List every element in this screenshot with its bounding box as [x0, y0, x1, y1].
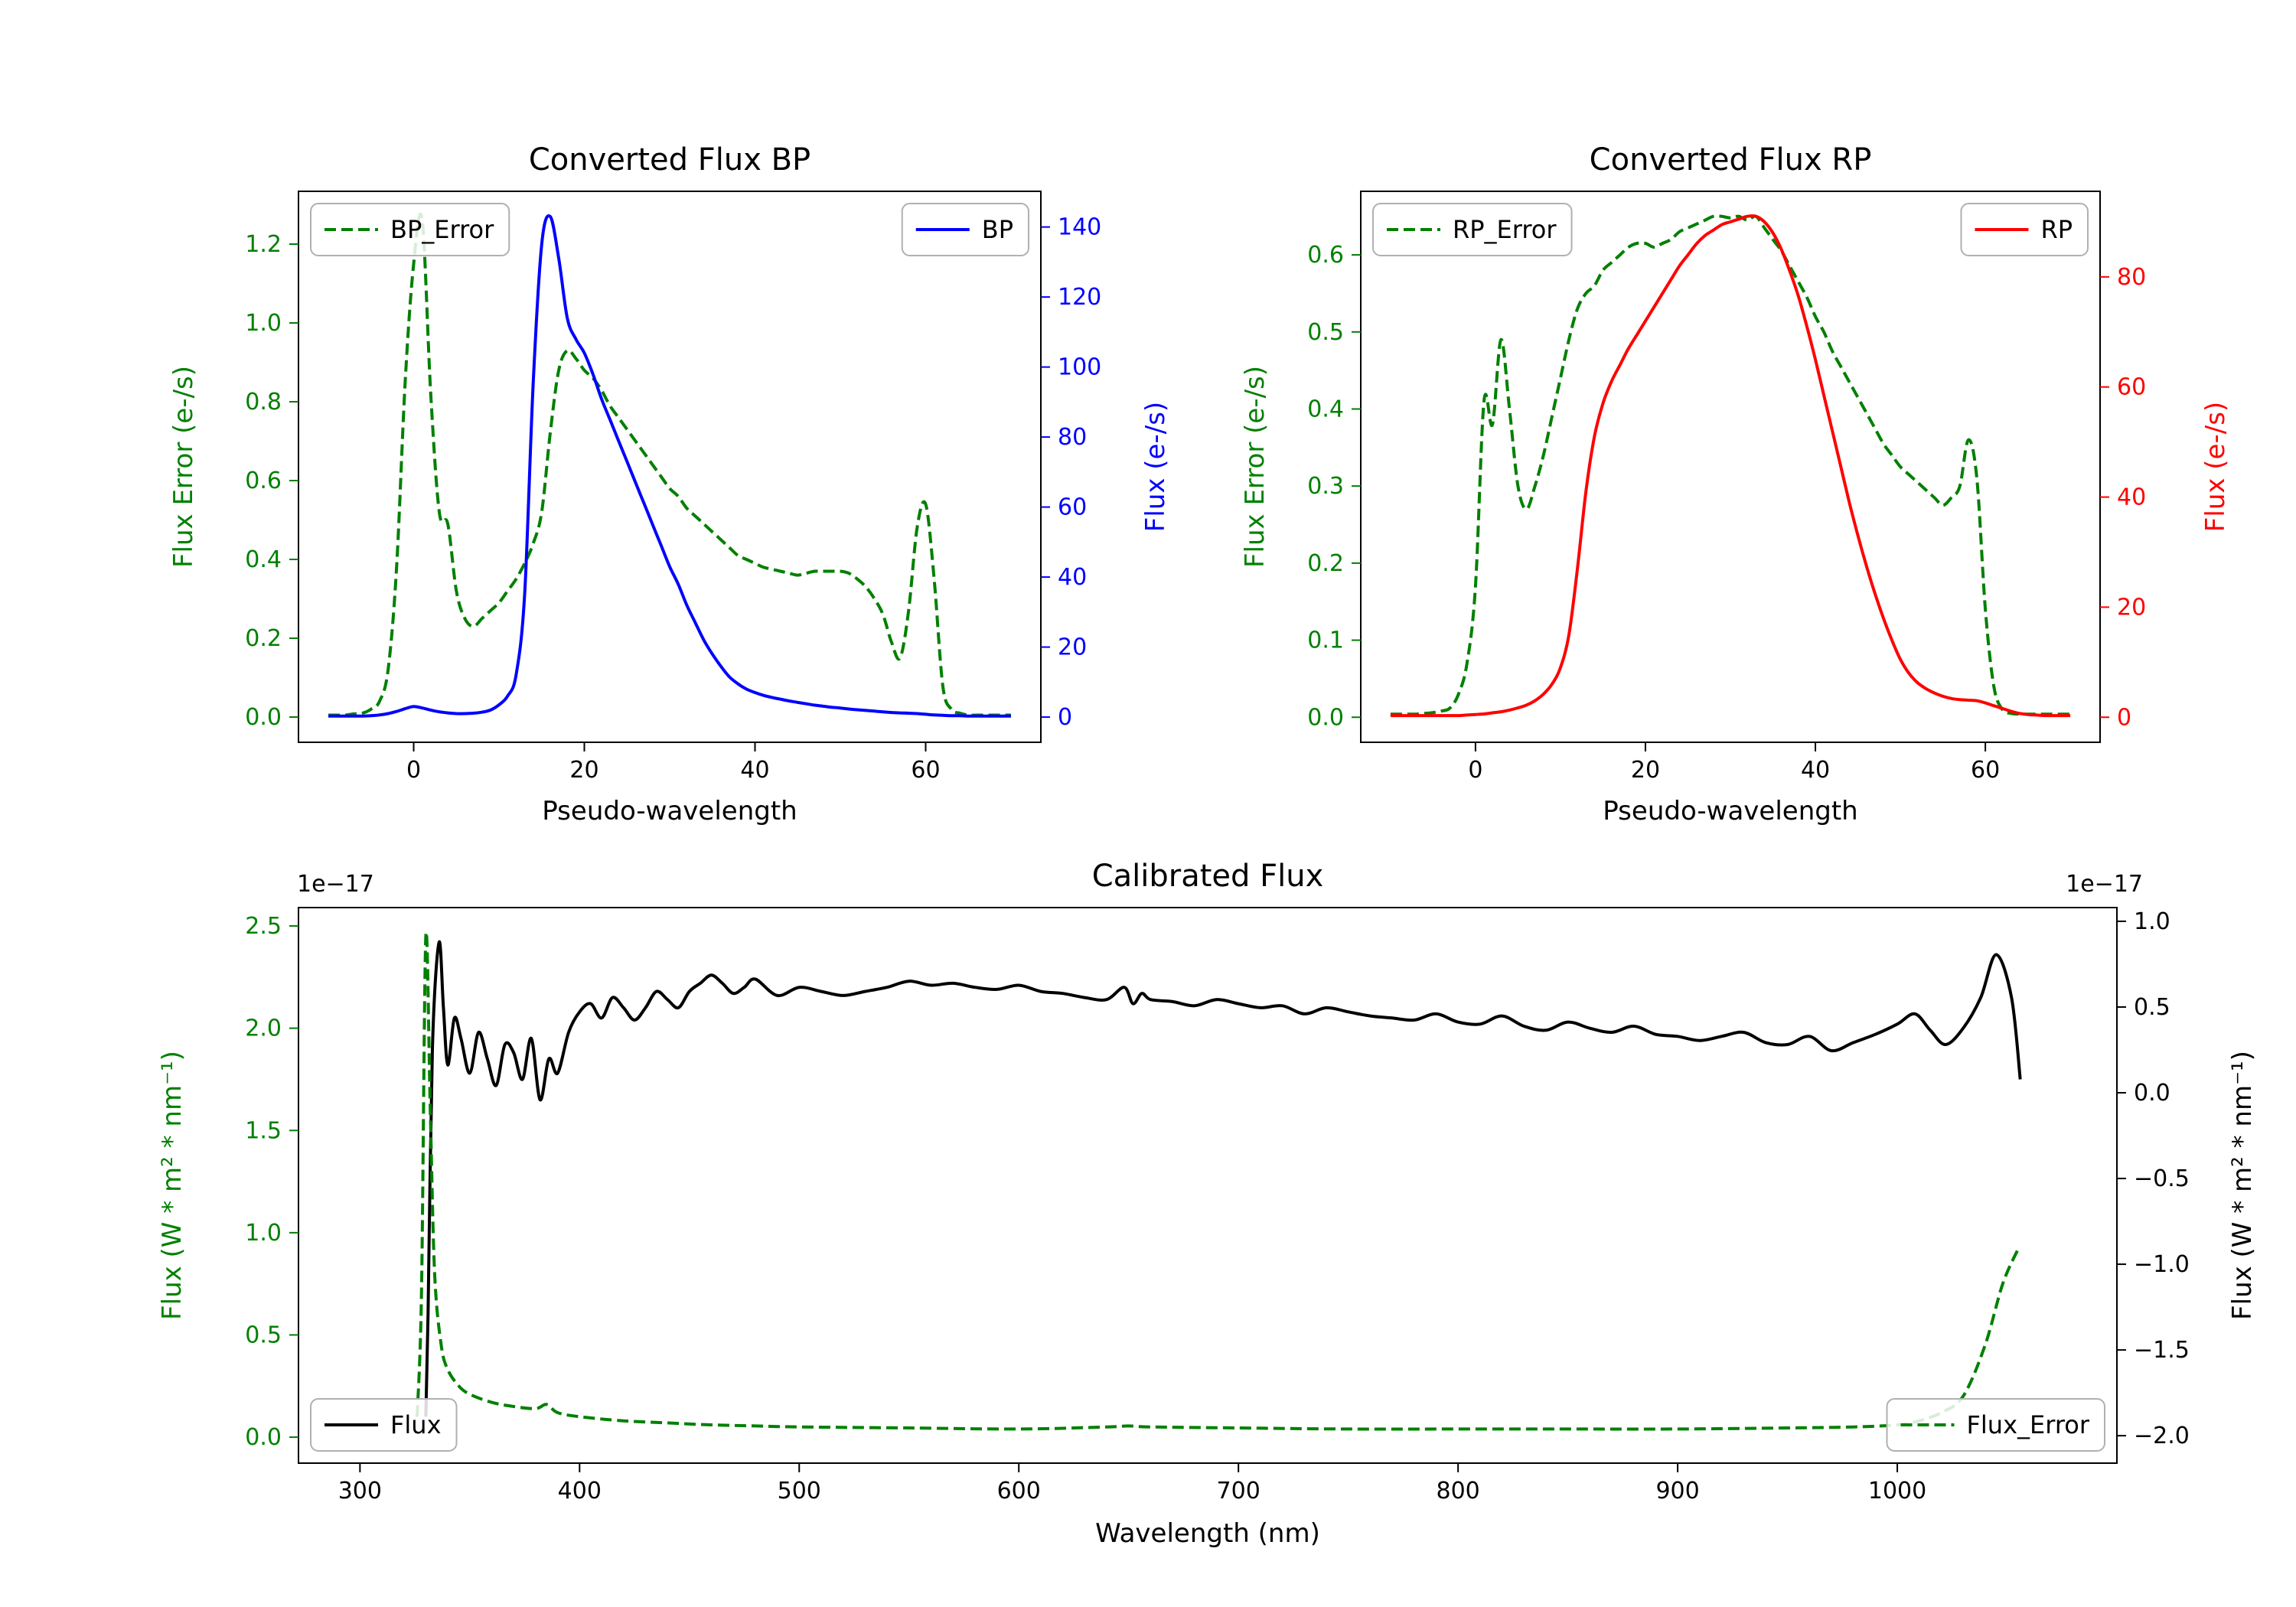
- series-rp_error: [1390, 214, 2071, 716]
- left-tick-label: 0.4: [245, 546, 282, 573]
- left-tick-label: 0.0: [1307, 704, 1344, 731]
- legend-box: [310, 203, 510, 256]
- left-tick-label: 0.0: [245, 704, 282, 731]
- left-tick-label: 0.8: [245, 389, 282, 416]
- right-tick-label: −0.5: [2134, 1165, 2190, 1192]
- left-tick-label: 1.0: [245, 1220, 282, 1247]
- left-tick-label: 0.2: [245, 625, 282, 652]
- x-tick-label: 500: [778, 1478, 821, 1504]
- series-bp_error: [328, 212, 1011, 717]
- right-tick-label: 1.0: [2134, 908, 2170, 935]
- x-tick-label: 40: [1801, 757, 1830, 784]
- y-axis-label-bp-left: Flux Error (e-/s): [168, 365, 199, 569]
- legend-flux_error: Flux_Error: [1886, 1398, 2105, 1452]
- x-tick-label: 800: [1436, 1478, 1479, 1504]
- right-tick-label: 60: [2117, 374, 2146, 401]
- right-tick-label: 0: [2117, 704, 2131, 731]
- x-tick-label: 700: [1217, 1478, 1261, 1504]
- legend-bp: BP: [901, 203, 1029, 256]
- chart-title-calibrated: Calibrated Flux: [1091, 859, 1324, 894]
- x-tick-label: 60: [1971, 757, 2000, 784]
- y-axis-label-calibrated-left: Flux (W * m² * nm⁻¹): [157, 1051, 188, 1320]
- series-flux: [424, 940, 2022, 1417]
- legend-label: RP_Error: [1453, 215, 1557, 244]
- x-tick-label: 20: [569, 757, 598, 784]
- x-tick-label: 60: [911, 757, 940, 784]
- x-axis-label-bp: Pseudo-wavelength: [542, 796, 797, 826]
- right-tick-label: 80: [2117, 264, 2146, 291]
- left-tick-label: 0.0: [245, 1424, 282, 1451]
- legend-flux: Flux: [310, 1398, 458, 1452]
- x-tick-label: 0: [406, 757, 421, 784]
- x-tick-label: 40: [740, 757, 769, 784]
- left-tick-label: 0.6: [245, 468, 282, 494]
- axes-spines: [298, 907, 2118, 1464]
- right-tick-label: 40: [1058, 564, 1087, 591]
- y-axis-label-calibrated-right: Flux (W * m² * nm⁻¹): [2227, 1051, 2258, 1320]
- legend-box: [310, 1398, 458, 1452]
- right-tick-label: 0: [1058, 704, 1072, 731]
- legend-label: BP: [982, 215, 1013, 244]
- left-tick-label: 2.0: [245, 1015, 282, 1042]
- x-axis-label-rp: Pseudo-wavelength: [1603, 796, 1858, 826]
- x-tick-label: 300: [338, 1478, 382, 1504]
- left-tick-label: 0.6: [1307, 242, 1344, 269]
- left-tick-label: 2.5: [245, 913, 282, 940]
- axes-spines: [298, 191, 1042, 743]
- right-tick-label: 0.0: [2134, 1080, 2170, 1107]
- legend-label: RP: [2040, 215, 2073, 244]
- axes-spines: [1360, 191, 2101, 743]
- right-tick-label: 0.5: [2134, 994, 2170, 1021]
- right-tick-label: 140: [1058, 214, 1101, 241]
- right-tick-label: 60: [1058, 494, 1087, 521]
- right-tick-label: 20: [1058, 634, 1087, 661]
- right-tick-label: 20: [2117, 594, 2146, 621]
- x-tick-label: 1000: [1868, 1478, 1926, 1504]
- legend-bp_error: BP_Error: [310, 203, 510, 256]
- legend-label: Flux: [390, 1410, 442, 1439]
- series-bp: [328, 214, 1011, 718]
- right-tick-label: −2.0: [2134, 1423, 2190, 1449]
- legend-label: BP_Error: [390, 215, 494, 244]
- right-tick-label: 100: [1058, 354, 1101, 381]
- left-tick-label: 0.3: [1307, 473, 1344, 500]
- legend-rp: RP: [1960, 203, 2089, 256]
- series-flux_error: [416, 931, 2020, 1431]
- x-tick-label: 600: [997, 1478, 1041, 1504]
- left-tick-label: 1.2: [245, 231, 282, 258]
- chart-calibrated: 300 400 500 600 700 800 900 1000 0.0 0.5 1.0 1.5 2.0…: [245, 907, 2190, 1504]
- right-tick-label: 120: [1058, 284, 1101, 311]
- left-tick-label: 0.4: [1307, 396, 1344, 422]
- chart-rp: 0 20 40 60 0.0 0.1 0.2 0.3 0.4 0.5 0.6 0 20 40 60 80 RP_…: [1307, 191, 2146, 784]
- y-axis-label-rp-left: Flux Error (e-/s): [1240, 365, 1270, 569]
- offset-text-left: 1e−17: [297, 871, 374, 898]
- right-tick-label: 80: [1058, 424, 1087, 451]
- x-tick-label: 900: [1655, 1478, 1699, 1504]
- legend-label: Flux_Error: [1966, 1410, 2089, 1439]
- y-axis-label-rp-right: Flux (e-/s): [2200, 401, 2231, 533]
- legend-box: [1372, 203, 1573, 256]
- y-axis-label-bp-right: Flux (e-/s): [1140, 401, 1171, 533]
- x-axis-label-calibrated: Wavelength (nm): [1095, 1518, 1320, 1549]
- left-tick-label: 1.5: [245, 1117, 282, 1144]
- left-tick-label: 0.1: [1307, 627, 1344, 654]
- left-tick-label: 1.0: [245, 310, 282, 337]
- right-tick-label: −1.0: [2134, 1251, 2190, 1278]
- right-tick-label: 40: [2117, 484, 2146, 511]
- chart-title-rp: Converted Flux RP: [1589, 142, 1872, 178]
- x-tick-label: 0: [1468, 757, 1482, 784]
- right-tick-label: −1.5: [2134, 1337, 2190, 1364]
- chart-title-bp: Converted Flux BP: [528, 142, 811, 178]
- left-tick-label: 0.5: [1307, 319, 1344, 346]
- left-tick-label: 0.2: [1307, 550, 1344, 577]
- left-tick-label: 0.5: [245, 1322, 282, 1348]
- series-rp: [1390, 214, 2071, 718]
- legend-box: [1886, 1398, 2105, 1452]
- x-tick-label: 20: [1631, 757, 1660, 784]
- x-tick-label: 400: [558, 1478, 602, 1504]
- legend-rp_error: RP_Error: [1372, 203, 1573, 256]
- offset-text-right: 1e−17: [2066, 871, 2143, 898]
- chart-bp: 0 20 40 60 0.0 0.2 0.4 0.6 0.8 1.0 1.2 0 20 40 60 80 100…: [245, 191, 1101, 784]
